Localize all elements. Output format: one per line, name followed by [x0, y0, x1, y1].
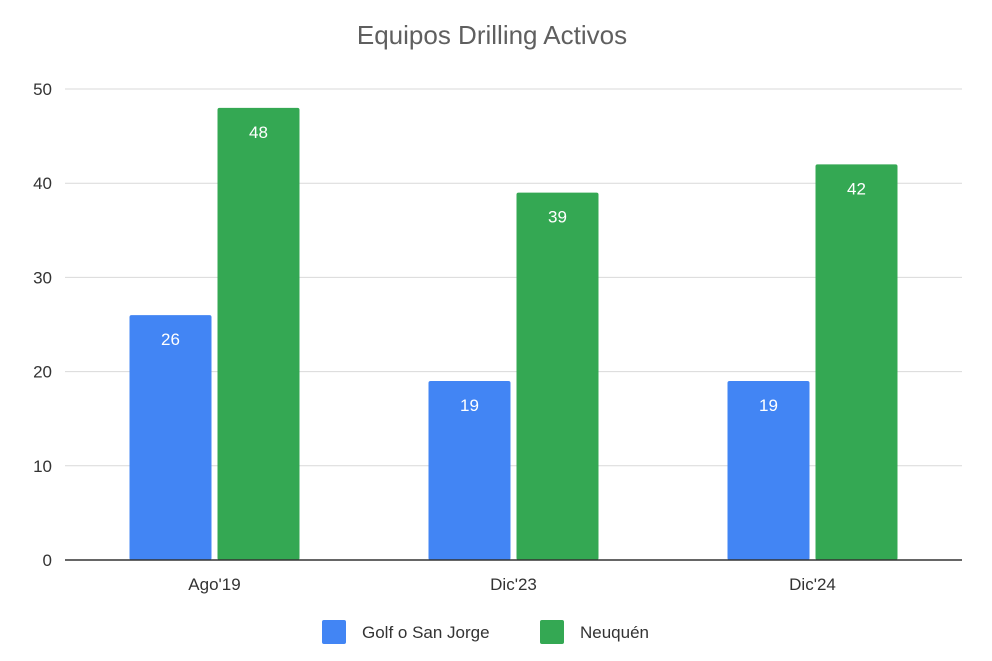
- bar-neuquen-2: [815, 164, 898, 561]
- legend: Golf o San Jorge Neuquén: [322, 620, 649, 644]
- y-tick-label: 30: [33, 268, 52, 287]
- legend-label: Golf o San Jorge: [362, 623, 490, 642]
- data-label: 19: [759, 396, 778, 415]
- y-tick-label: 0: [43, 551, 52, 570]
- chart-title: Equipos Drilling Activos: [357, 20, 627, 50]
- data-labels: 26 48 19 39 19 42: [161, 123, 866, 415]
- y-tick-label: 20: [33, 363, 52, 382]
- bar-neuquen-0: [217, 107, 300, 560]
- data-label: 19: [460, 396, 479, 415]
- data-label: 26: [161, 330, 180, 349]
- x-category-label: Dic'24: [789, 575, 836, 594]
- bar-golfo-1: [428, 381, 511, 560]
- y-tick-label: 40: [33, 174, 52, 193]
- data-label: 42: [847, 179, 866, 198]
- bars: [129, 107, 898, 561]
- data-label: 48: [249, 123, 268, 142]
- y-tick-label: 10: [33, 457, 52, 476]
- data-label: 39: [548, 208, 567, 227]
- x-category-label: Dic'23: [490, 575, 537, 594]
- y-axis-ticks: 0 10 20 30 40 50: [33, 80, 52, 570]
- x-category-label: Ago'19: [188, 575, 240, 594]
- legend-swatch: [540, 620, 564, 644]
- gridlines: [65, 88, 962, 467]
- y-tick-label: 50: [33, 80, 52, 99]
- legend-label: Neuquén: [580, 623, 649, 642]
- x-axis-categories: Ago'19 Dic'23 Dic'24: [188, 575, 836, 594]
- bar-golfo-0: [129, 315, 212, 560]
- legend-swatch: [322, 620, 346, 644]
- bar-neuquen-1: [516, 192, 599, 560]
- bar-golfo-2: [727, 381, 810, 560]
